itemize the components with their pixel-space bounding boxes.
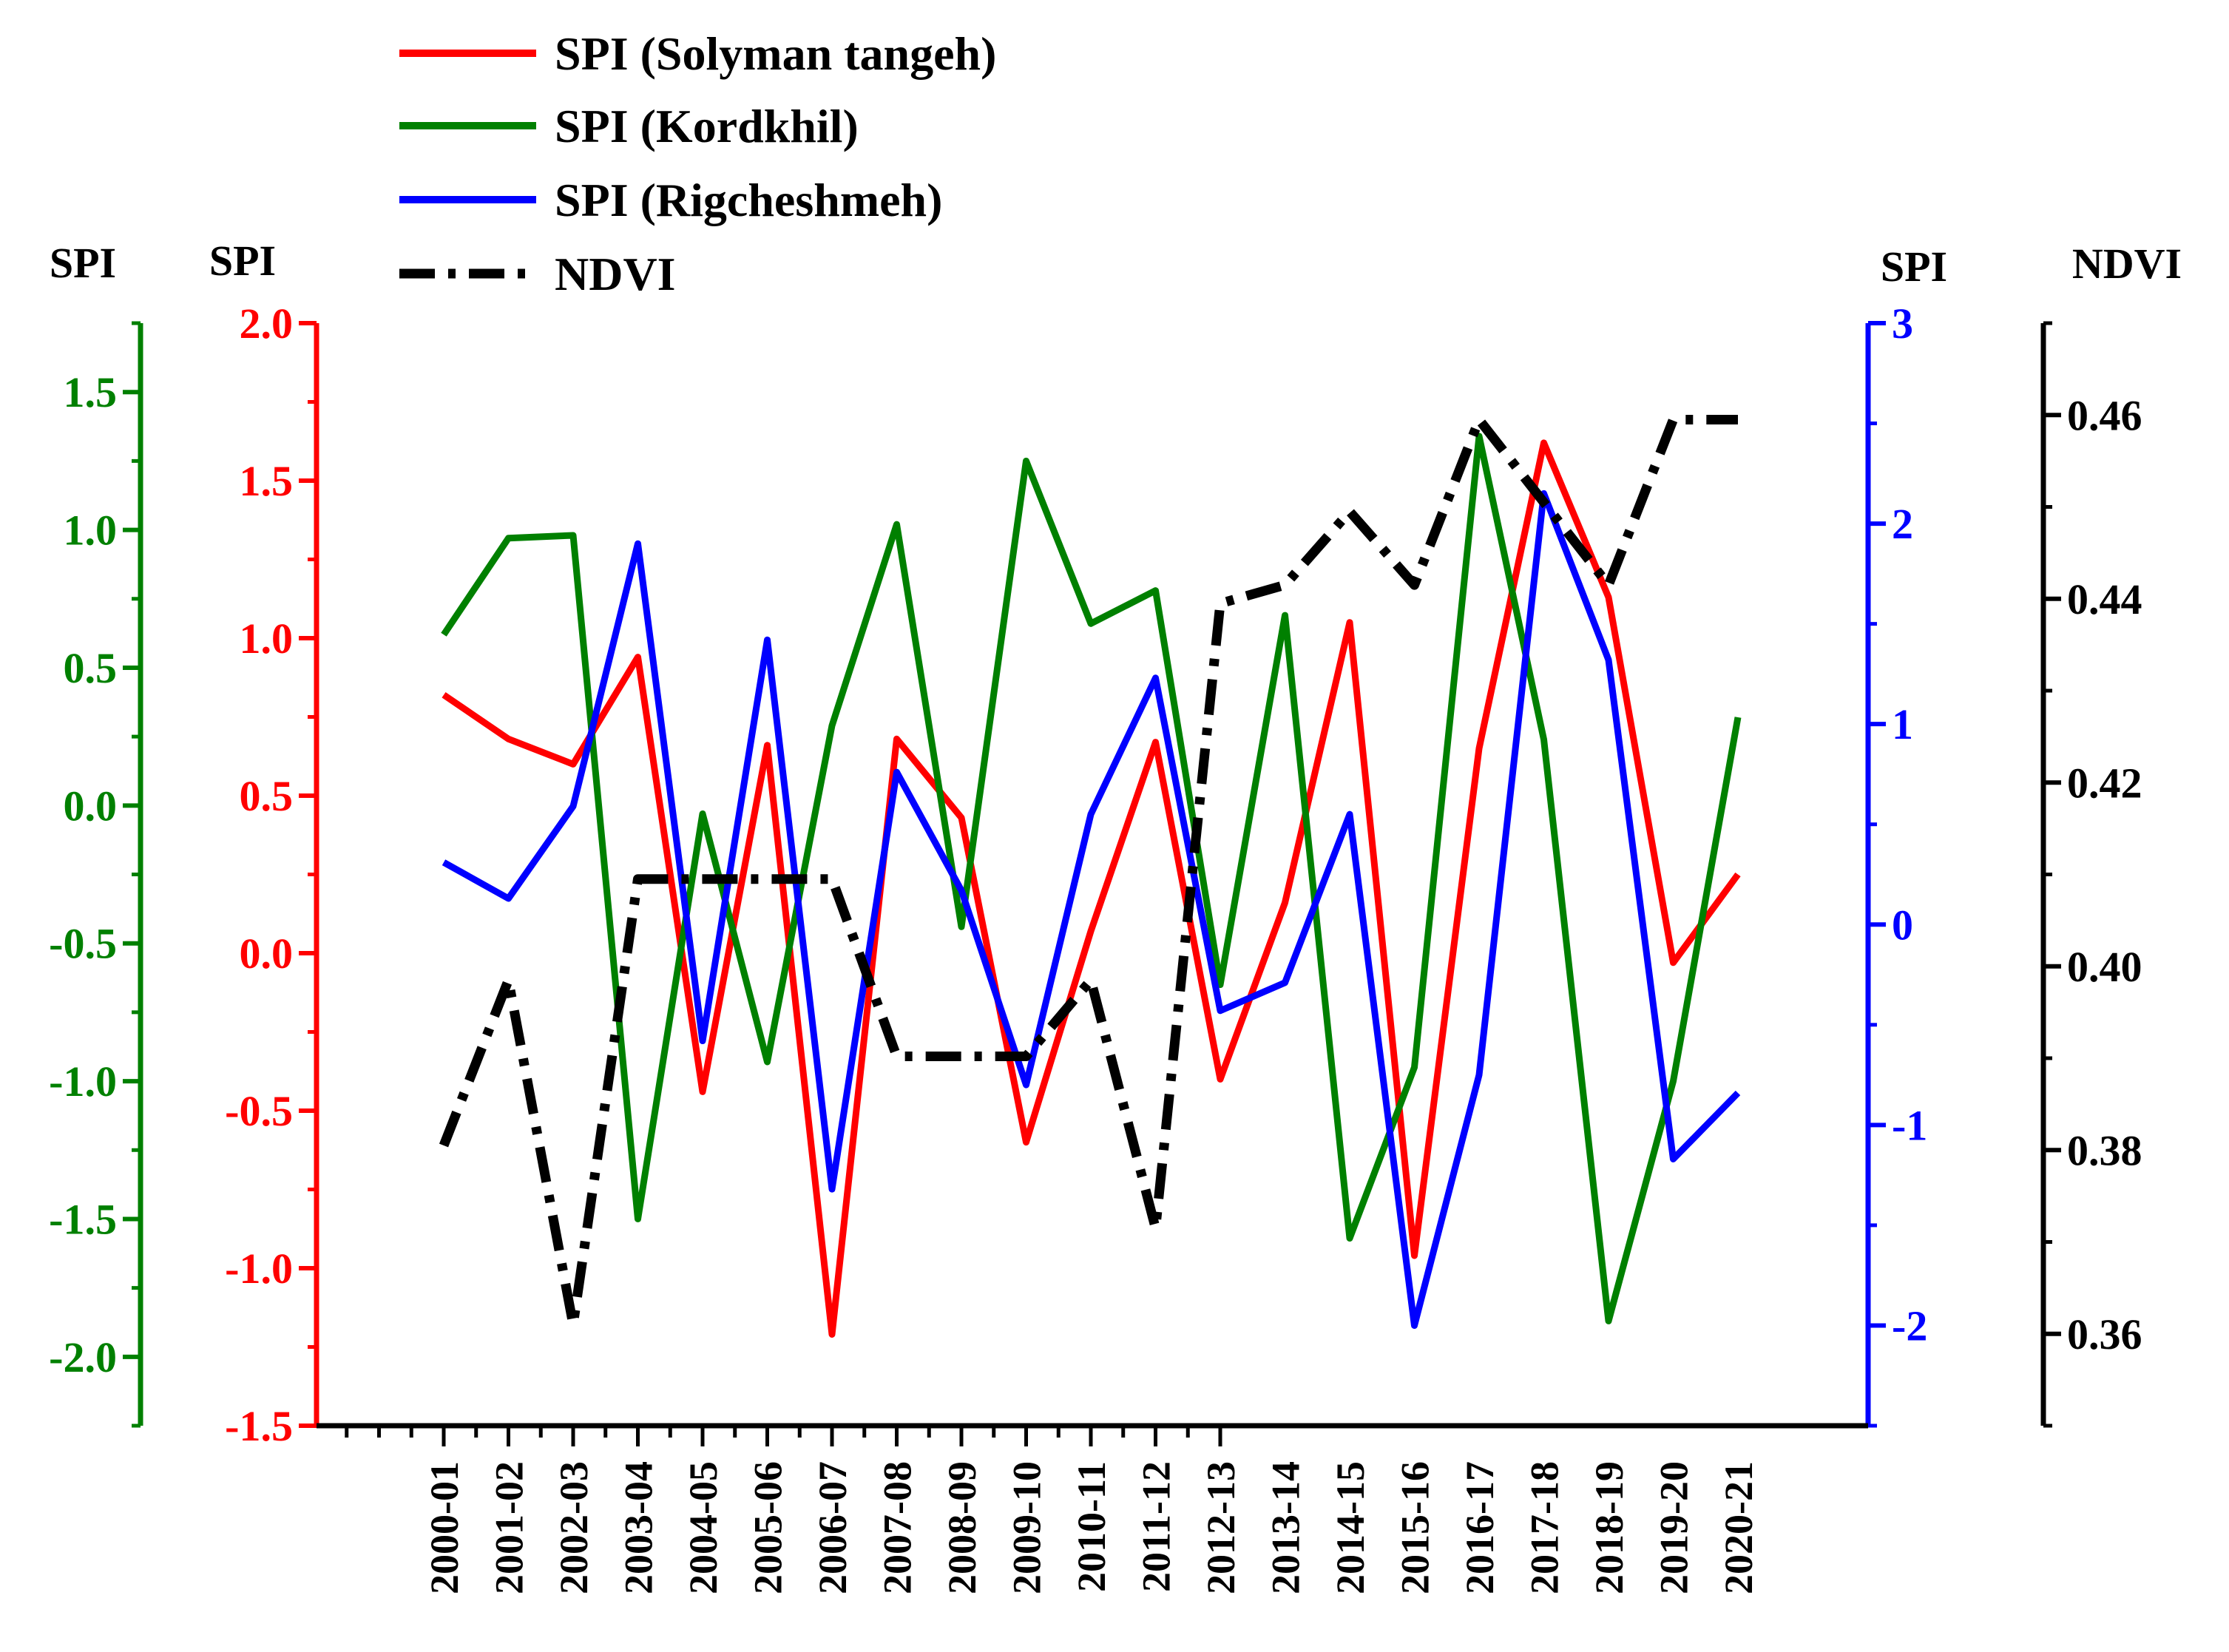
spi_blue-tick-label: 0 (1892, 901, 1913, 949)
spi_red-tick-label: -0.5 (225, 1087, 293, 1135)
x-tick-label: 2007-08 (876, 1461, 920, 1594)
spi_green-tick-label: -1.5 (49, 1195, 117, 1243)
legend: SPI (Solyman tangeh) SPI (Kordkhil) SPI (R… (399, 27, 996, 300)
x-tick-label: 2019-20 (1652, 1461, 1697, 1594)
series-line-2 (442, 490, 1741, 1329)
spi_blue-tick-label: -1 (1892, 1101, 1927, 1149)
spi_red-tick-label: 0.0 (240, 930, 294, 978)
x-tick-label: 2011-12 (1134, 1461, 1179, 1592)
spi_blue-tick-label: 1 (1892, 700, 1913, 748)
spi_green-tick-label: 0.0 (64, 782, 118, 830)
ndvi-tick-label: 0.40 (2067, 943, 2142, 991)
spi_red-axis-title: SPI (209, 237, 276, 285)
x-tick-label: 2000-01 (422, 1461, 467, 1594)
spi_red-tick-label: 1.5 (240, 457, 294, 505)
x-tick-label: 2017-18 (1523, 1461, 1567, 1594)
spi_red-tick-label: 0.5 (240, 772, 294, 820)
spi_green-axis-title: SPI (50, 239, 116, 287)
x-tick-label: 2015-16 (1393, 1461, 1438, 1594)
x-tick-label: 2003-04 (617, 1461, 661, 1594)
series-layer (439, 415, 1742, 1338)
x-tick-label: 2005-06 (746, 1461, 791, 1594)
spi_red-tick-label: 2.0 (240, 299, 294, 348)
x-tick-label: 2020-21 (1716, 1461, 1761, 1594)
spi_green-tick-label: 1.0 (64, 507, 118, 555)
x-tick-label: 2010-11 (1069, 1461, 1114, 1592)
x-tick-label: 2006-07 (811, 1461, 855, 1594)
legend-label: SPI (Solyman tangeh) (555, 27, 996, 80)
spi_blue-axis-title: SPI (1881, 243, 1947, 291)
spi_green-tick-label: -1.0 (49, 1057, 117, 1106)
spi_red-tick-label: 1.0 (240, 615, 294, 663)
x-tick-label: 2002-03 (552, 1461, 596, 1594)
axes-layer: 1.5 1.0 0.5 0.0 -0.5 -1.0 -1.5 -2.0 SPI 2.0 1.5 1.0… (49, 237, 2182, 1594)
x-tick-label: 2014-15 (1328, 1461, 1373, 1594)
legend-label: NDVI (555, 248, 676, 300)
x-tick-label: 2004-05 (681, 1461, 725, 1594)
ndvi-tick-label: 0.38 (2067, 1126, 2142, 1174)
ndvi-axis-title: NDVI (2072, 240, 2182, 288)
x-tick-label: 2018-19 (1587, 1461, 1631, 1594)
ndvi-tick-label: 0.46 (2067, 391, 2142, 439)
spi_blue-tick-label: -2 (1892, 1301, 1927, 1350)
ndvi-tick-label: 0.44 (2067, 575, 2142, 623)
ndvi-tick-label: 0.42 (2067, 759, 2142, 807)
x-tick-label: 2013-14 (1264, 1461, 1308, 1594)
spi_blue-tick-label: 2 (1892, 500, 1913, 548)
spi_green-tick-label: 1.5 (64, 368, 118, 416)
spi_green-tick-label: 0.5 (64, 644, 118, 692)
spi_green-tick-label: -0.5 (49, 920, 117, 968)
x-tick-label: 2008-09 (940, 1461, 984, 1594)
spi_green-tick-label: -2.0 (49, 1333, 117, 1381)
legend-label: SPI (Kordkhil) (555, 100, 859, 152)
spi_red-tick-label: -1.5 (225, 1402, 293, 1450)
spi_red-tick-label: -1.0 (225, 1245, 293, 1293)
legend-label: SPI (Rigcheshmeh) (555, 174, 942, 226)
x-tick-label: 2001-02 (487, 1461, 532, 1594)
x-tick-label: 2016-17 (1458, 1461, 1502, 1594)
x-tick-label: 2012-13 (1199, 1461, 1243, 1594)
spi_blue-tick-label: 3 (1892, 299, 1913, 348)
series-line-3 (439, 415, 1738, 1330)
x-tick-label: 2009-10 (1005, 1461, 1049, 1594)
series-line-1 (441, 433, 1742, 1324)
series-line-0 (442, 439, 1741, 1338)
ndvi-tick-label: 0.36 (2067, 1310, 2142, 1358)
